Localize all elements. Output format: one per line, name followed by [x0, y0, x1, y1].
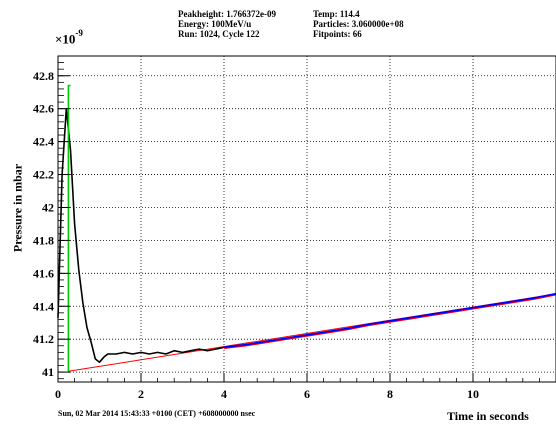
series-fit-region — [223, 292, 556, 349]
y-tick-label: 41.8 — [33, 233, 54, 247]
grid — [57, 56, 556, 382]
tick-labels: 0 2 4 6 8 10 41 41.2 41.4 41.6 41.8 42 42.2 42.4 42.6 4… — [33, 69, 479, 401]
series-fit-overlay — [223, 294, 556, 350]
y-tick-label: 42.4 — [33, 135, 54, 149]
y-tick-label: 41.2 — [33, 332, 54, 346]
x-tick-label: 2 — [138, 387, 144, 401]
x-tick-label: 4 — [221, 387, 227, 401]
x-tick-label: 8 — [387, 387, 393, 401]
axis-ticks — [57, 55, 556, 382]
y-tick-label: 42.8 — [33, 69, 54, 83]
header-fitpoints: Fitpoints: 66 — [313, 29, 362, 39]
header-temp: Temp: 114.4 — [313, 9, 360, 19]
x-tick-label: 10 — [467, 387, 479, 401]
y-tick-label: 42 — [42, 200, 54, 214]
y-axis-multiplier: ×10-9 — [55, 28, 83, 47]
y-tick-label: 41 — [42, 365, 54, 379]
y-tick-label: 41.6 — [33, 266, 54, 280]
y-tick-label: 41.4 — [33, 299, 54, 313]
x-axis-label: Time in seconds — [447, 409, 529, 423]
header-peakheight: Peakheight: 1.766372e-09 — [178, 9, 276, 19]
y-tick-label: 42.6 — [33, 102, 54, 116]
y-multiplier-base: ×10 — [55, 31, 76, 47]
y-multiplier-exponent: -9 — [75, 28, 83, 38]
plot-series — [57, 84, 556, 373]
y-tick-label: 42.2 — [33, 168, 54, 182]
x-tick-label: 0 — [55, 387, 61, 401]
x-tick-label: 6 — [304, 387, 310, 401]
header-run: Run: 1024, Cycle 122 — [178, 29, 260, 39]
header-particles: Particles: 3.060000e+08 — [313, 19, 404, 29]
y-axis-label: Pressure in mbar — [10, 163, 25, 253]
series-peak-marker — [67, 84, 71, 373]
series-measured — [57, 107, 225, 364]
timestamp-footer: Sun, 02 Mar 2014 15:43:33 +0100 (CET) +6… — [58, 409, 256, 418]
header-energy: Energy: 100MeV/u — [178, 19, 252, 29]
